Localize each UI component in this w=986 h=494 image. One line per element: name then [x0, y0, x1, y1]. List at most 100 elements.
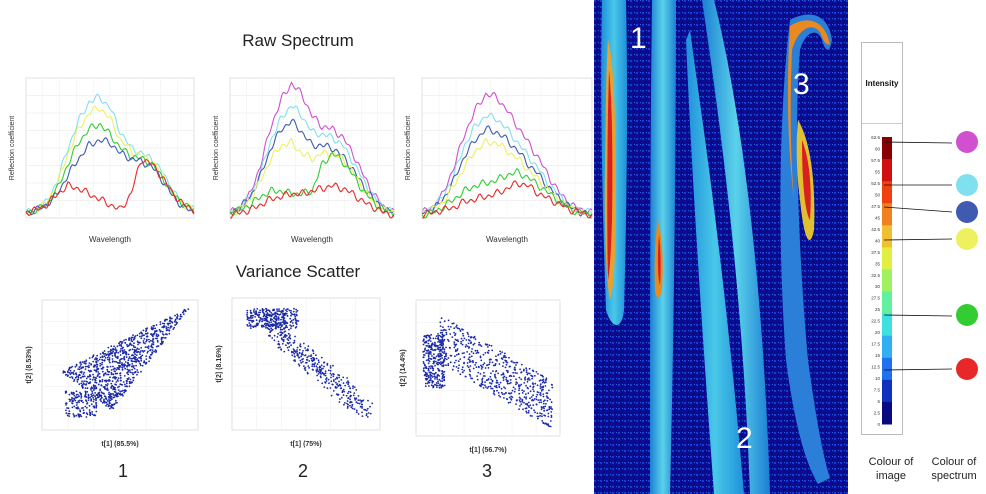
- scatter-point: [303, 365, 305, 368]
- scatter-point: [162, 340, 165, 343]
- scatter-point: [477, 371, 480, 374]
- scatter-point: [448, 346, 451, 349]
- scatter-point: [357, 399, 360, 401]
- scatter-point: [119, 350, 122, 353]
- scatter-point: [262, 324, 264, 327]
- series-line: [229, 152, 395, 217]
- scatter-point: [460, 340, 462, 343]
- scatter-point: [99, 353, 102, 355]
- scatter-point: [145, 362, 148, 365]
- scatter-point: [474, 338, 477, 341]
- scatter-point: [293, 350, 296, 352]
- scatter-point: [119, 360, 121, 363]
- scatter-point: [334, 378, 337, 380]
- scatter-point: [96, 357, 99, 360]
- scatter-point: [132, 366, 135, 369]
- scatter-point: [124, 364, 126, 366]
- scatter-point: [545, 392, 548, 395]
- scatter-point: [438, 378, 441, 381]
- scatter-point: [291, 351, 293, 354]
- scatter-point: [529, 414, 532, 417]
- scatter-point: [135, 364, 137, 367]
- scatter-point: [266, 312, 269, 314]
- scatter-point: [427, 369, 430, 371]
- scatter-point: [109, 405, 111, 407]
- scatter-point: [447, 325, 450, 328]
- scatter-point: [280, 318, 282, 321]
- scatter-point: [128, 338, 130, 341]
- scatter-point: [349, 398, 351, 401]
- scatter-point: [135, 356, 137, 359]
- scatter-point: [282, 318, 285, 320]
- scatter-point: [535, 398, 538, 401]
- scatter-point: [473, 381, 476, 384]
- scatter-point: [117, 380, 119, 382]
- scatter-point: [290, 344, 292, 347]
- scatter-point: [312, 356, 314, 359]
- scatter-point: [437, 380, 439, 383]
- scatter-point: [86, 381, 88, 383]
- scatter-point: [324, 374, 327, 377]
- scatter-point: [282, 336, 285, 338]
- scatter-point: [440, 361, 442, 363]
- scatter-point: [458, 327, 461, 330]
- scatter-point: [529, 404, 532, 407]
- scatter-point: [68, 368, 70, 371]
- scatter-point: [145, 358, 148, 360]
- scatter-point: [168, 332, 171, 335]
- scatter-point: [146, 346, 149, 348]
- spectrum-panel-1: Reflection coefficient Wavelength: [4, 72, 200, 256]
- series-line: [25, 93, 195, 213]
- colour-bar-tick: 10: [875, 376, 881, 381]
- scatter-point: [482, 353, 485, 356]
- scatter-point: [437, 354, 439, 357]
- colour-bar-segment: [882, 137, 892, 160]
- scatter-points: [246, 307, 374, 418]
- scatter-point: [265, 313, 268, 316]
- scatter-point: [509, 401, 512, 404]
- scatter-point: [123, 357, 125, 359]
- scatter-point: [442, 346, 444, 349]
- scatter-point: [515, 378, 517, 381]
- scatter-point: [119, 377, 122, 379]
- scatter-point: [139, 351, 141, 354]
- scatter-point: [178, 318, 181, 321]
- scatter-point: [457, 360, 460, 363]
- scatter-point: [124, 367, 126, 370]
- scatter-point: [92, 389, 95, 392]
- scatter-point: [72, 393, 74, 396]
- scatter-point: [300, 353, 303, 355]
- colour-bar-segment: [882, 291, 892, 315]
- scatter-point: [159, 321, 162, 323]
- scatter-point: [101, 378, 104, 381]
- scatter-point: [77, 376, 80, 379]
- scatter-point: [171, 317, 173, 320]
- scatter-point: [489, 361, 491, 364]
- scatter-point: [109, 353, 112, 355]
- scatter-point: [500, 387, 503, 390]
- scatter-point: [491, 361, 494, 364]
- scatter-point: [72, 391, 75, 394]
- scatter-point: [422, 340, 425, 342]
- scatter-point: [148, 360, 150, 363]
- scatter-point: [87, 366, 90, 369]
- scatter-point: [281, 316, 283, 319]
- scatter-point: [97, 373, 100, 376]
- scatter-point: [150, 344, 153, 347]
- scatter-point: [488, 359, 491, 361]
- scatter-point: [168, 329, 171, 332]
- scatter-point: [125, 380, 128, 383]
- scatter-point: [319, 370, 322, 373]
- scatter-point: [105, 401, 108, 404]
- scatter-point: [159, 330, 162, 332]
- scatter-point: [525, 369, 528, 372]
- scatter-point: [467, 335, 470, 338]
- scatter-point: [274, 314, 277, 317]
- scatter-point: [83, 362, 85, 364]
- scatter-point: [92, 373, 94, 376]
- scatter-point: [111, 361, 114, 363]
- scatter-point: [490, 358, 492, 361]
- scatter-point: [434, 372, 437, 375]
- scatter-point: [117, 355, 119, 358]
- scatter-point: [484, 352, 487, 354]
